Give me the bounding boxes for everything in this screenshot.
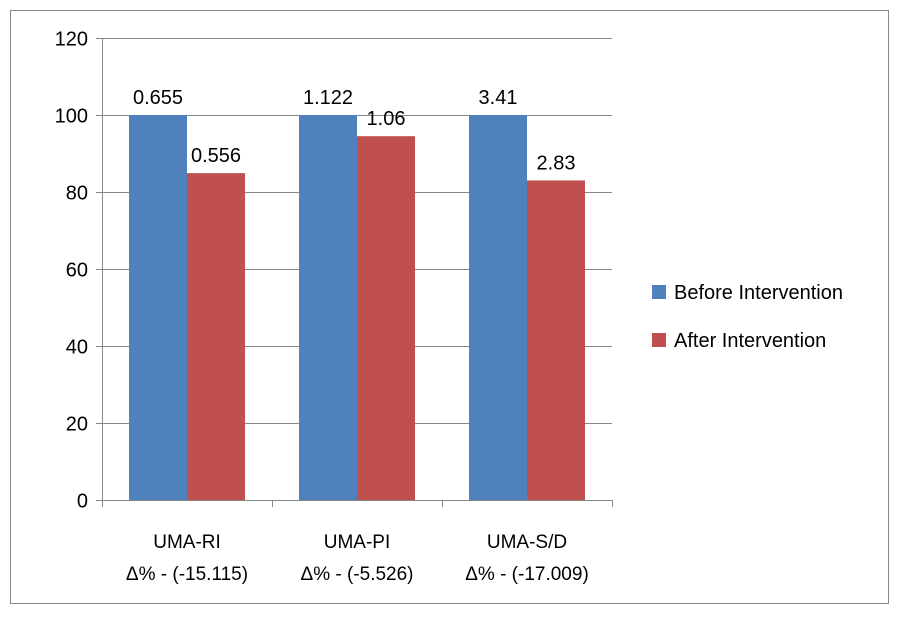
bars [129, 115, 585, 501]
legend: Before Intervention After Intervention [652, 282, 843, 352]
y-tick-label: 20 [66, 414, 88, 436]
y-tick-label: 80 [66, 183, 88, 205]
legend-swatch-after [652, 333, 666, 347]
data-label: 0.556 [191, 145, 241, 167]
labels: 0 20 40 60 80 100 120 0.655 0.556 UMA-RI Δ% - (-15… [55, 29, 589, 586]
y-tick-label: 0 [77, 491, 88, 513]
bar-after-2 [357, 136, 415, 501]
bar-after-1 [187, 173, 245, 500]
x-category-delta: Δ% - (-17.009) [465, 564, 589, 585]
x-category-label: UMA-S/D [487, 532, 567, 553]
axes [96, 38, 613, 507]
legend-label-after: After Intervention [674, 330, 826, 352]
data-label: 3.41 [479, 87, 518, 109]
y-tick-label: 60 [66, 260, 88, 282]
legend-label-before: Before Intervention [674, 282, 843, 304]
y-tick-label: 100 [55, 106, 88, 128]
x-category-delta: Δ% - (-15.115) [126, 564, 248, 585]
bar-before-2 [299, 115, 357, 500]
x-category-label: UMA-PI [324, 532, 391, 553]
y-tick-label: 120 [55, 29, 88, 51]
data-label: 1.122 [303, 87, 353, 109]
x-category-label: UMA-RI [153, 532, 221, 553]
data-label: 1.06 [367, 108, 406, 130]
data-label: 0.655 [133, 87, 183, 109]
y-tick-label: 40 [66, 337, 88, 359]
bar-before-3 [469, 115, 527, 500]
data-label: 2.83 [537, 152, 576, 174]
legend-swatch-before [652, 285, 666, 299]
x-category-delta: Δ% - (-5.526) [301, 564, 414, 585]
bar-before-1 [129, 115, 187, 500]
bar-after-3 [527, 180, 585, 500]
